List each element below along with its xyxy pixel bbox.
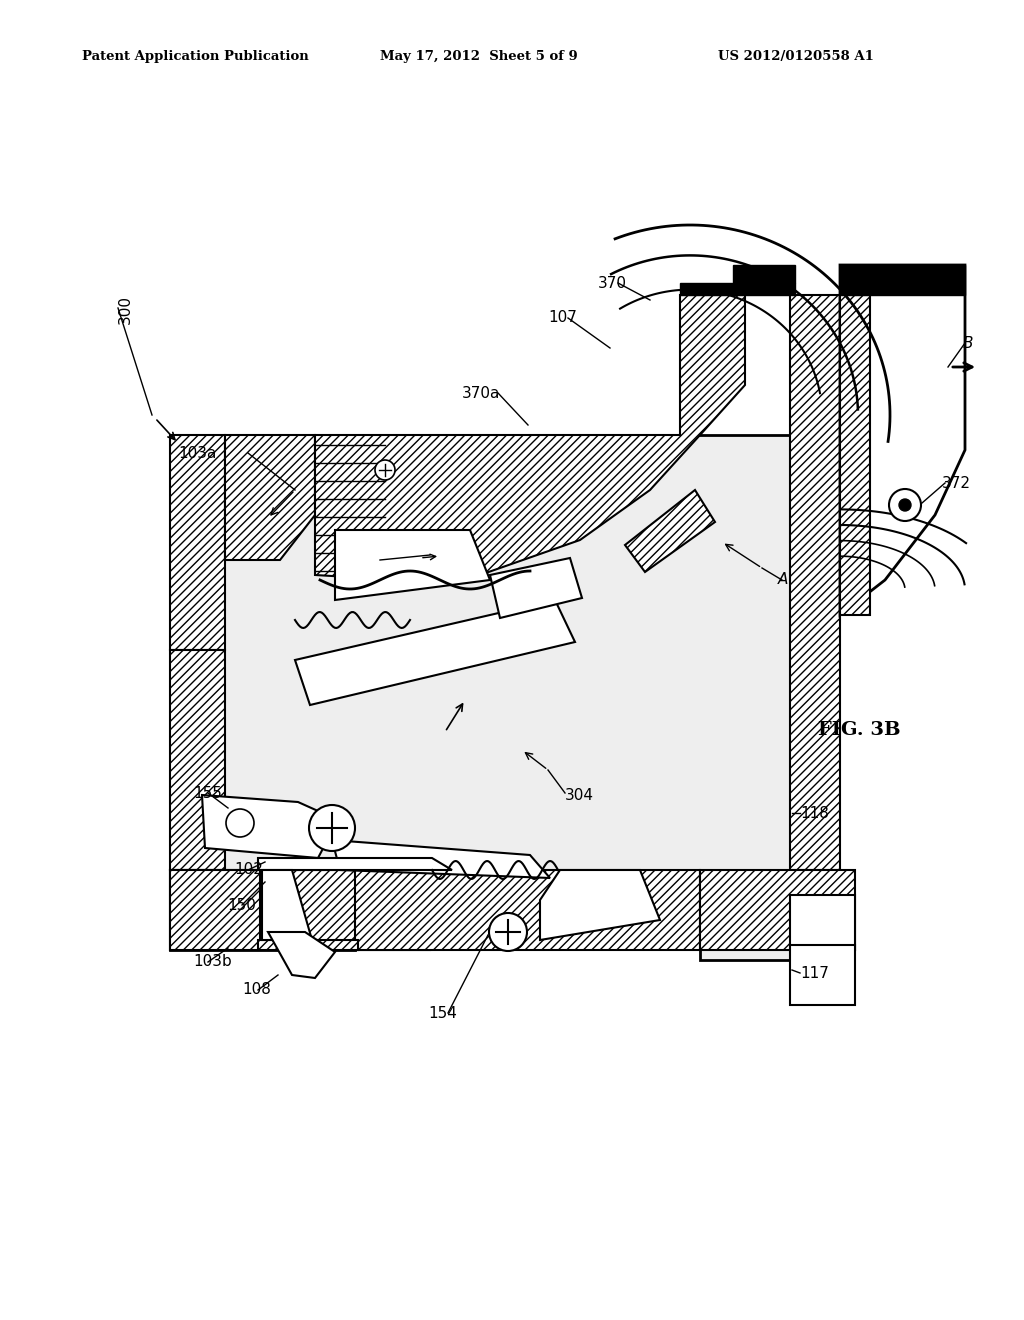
Circle shape xyxy=(309,805,355,851)
Circle shape xyxy=(489,913,527,950)
Text: 155: 155 xyxy=(193,785,222,800)
Text: US 2012/0120558 A1: US 2012/0120558 A1 xyxy=(718,50,873,63)
Text: 107: 107 xyxy=(548,310,577,326)
Text: 372: 372 xyxy=(942,475,971,491)
Polygon shape xyxy=(170,870,260,950)
Polygon shape xyxy=(840,265,965,294)
Text: 304: 304 xyxy=(565,788,594,803)
Text: 118: 118 xyxy=(800,805,828,821)
Text: 300: 300 xyxy=(118,296,133,325)
Text: A: A xyxy=(778,573,788,587)
Text: Patent Application Publication: Patent Application Publication xyxy=(82,50,309,63)
Text: 150: 150 xyxy=(227,898,256,912)
Text: 370: 370 xyxy=(598,276,627,290)
Circle shape xyxy=(226,809,254,837)
Polygon shape xyxy=(170,436,225,649)
Polygon shape xyxy=(490,558,582,618)
Polygon shape xyxy=(680,282,795,294)
Circle shape xyxy=(889,488,921,521)
Polygon shape xyxy=(258,858,452,870)
Circle shape xyxy=(375,459,395,480)
Polygon shape xyxy=(790,945,855,1005)
Polygon shape xyxy=(170,870,430,950)
Text: May 17, 2012  Sheet 5 of 9: May 17, 2012 Sheet 5 of 9 xyxy=(380,50,578,63)
Polygon shape xyxy=(790,294,840,870)
Text: 154: 154 xyxy=(428,1006,457,1020)
Polygon shape xyxy=(790,895,855,950)
Polygon shape xyxy=(315,294,745,579)
Polygon shape xyxy=(225,436,315,560)
Text: 108: 108 xyxy=(242,982,271,998)
Polygon shape xyxy=(335,531,490,601)
Polygon shape xyxy=(170,649,225,870)
Polygon shape xyxy=(625,490,715,572)
Polygon shape xyxy=(332,840,550,878)
Text: 103a: 103a xyxy=(178,446,216,461)
Polygon shape xyxy=(268,932,335,978)
Text: 103b: 103b xyxy=(193,954,231,969)
Text: FIG. 3B: FIG. 3B xyxy=(818,721,901,739)
Polygon shape xyxy=(295,601,575,705)
Polygon shape xyxy=(262,870,312,940)
Polygon shape xyxy=(170,436,790,960)
Polygon shape xyxy=(258,940,358,950)
Polygon shape xyxy=(355,870,700,950)
Polygon shape xyxy=(840,265,965,615)
Text: B: B xyxy=(963,335,974,351)
Text: 370a: 370a xyxy=(462,385,501,400)
Polygon shape xyxy=(733,265,795,282)
Polygon shape xyxy=(540,870,660,940)
Polygon shape xyxy=(700,870,855,950)
Circle shape xyxy=(899,499,911,511)
Polygon shape xyxy=(840,294,870,615)
Text: 102: 102 xyxy=(234,862,263,878)
Text: 117: 117 xyxy=(800,965,828,981)
Polygon shape xyxy=(202,795,338,858)
